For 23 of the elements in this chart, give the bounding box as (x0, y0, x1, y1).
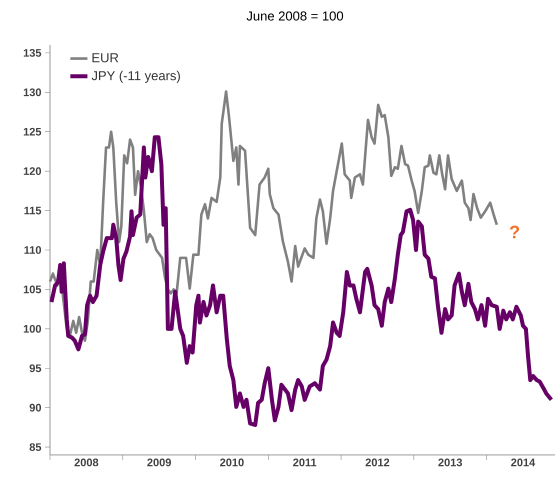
y-tick-label: 105 (24, 286, 42, 294)
x-tick-label: 2010 (220, 458, 244, 466)
y-tick-label: 100 (24, 324, 42, 333)
x-tick-label: 2012 (366, 458, 390, 466)
legend-label: JPY (-11 years) (92, 70, 180, 83)
y-tick-label: 115 (24, 206, 42, 214)
x-tick-label: 2014 (511, 458, 536, 466)
y-tick-label: 110 (24, 246, 42, 254)
y-tick-label: 120 (24, 167, 42, 176)
x-tick-label: 2008 (74, 458, 98, 466)
x-tick-label: 2011 (293, 458, 316, 466)
x-tick-label: 2013 (438, 458, 462, 466)
y-tick-label: 125 (24, 128, 42, 136)
line-series (49, 135, 554, 428)
y-tick-label: 90 (30, 404, 42, 412)
x-tick-label: 2009 (147, 458, 171, 466)
y-tick-label: 85 (30, 443, 42, 451)
annotation: ? (510, 226, 520, 238)
chart-title: June 2008 = 100 (246, 11, 344, 21)
y-tick-label: 130 (24, 88, 42, 96)
y-tick-label: 135 (24, 48, 42, 57)
y-tick-label: 95 (30, 364, 42, 372)
legend-label: EUR (92, 53, 118, 62)
